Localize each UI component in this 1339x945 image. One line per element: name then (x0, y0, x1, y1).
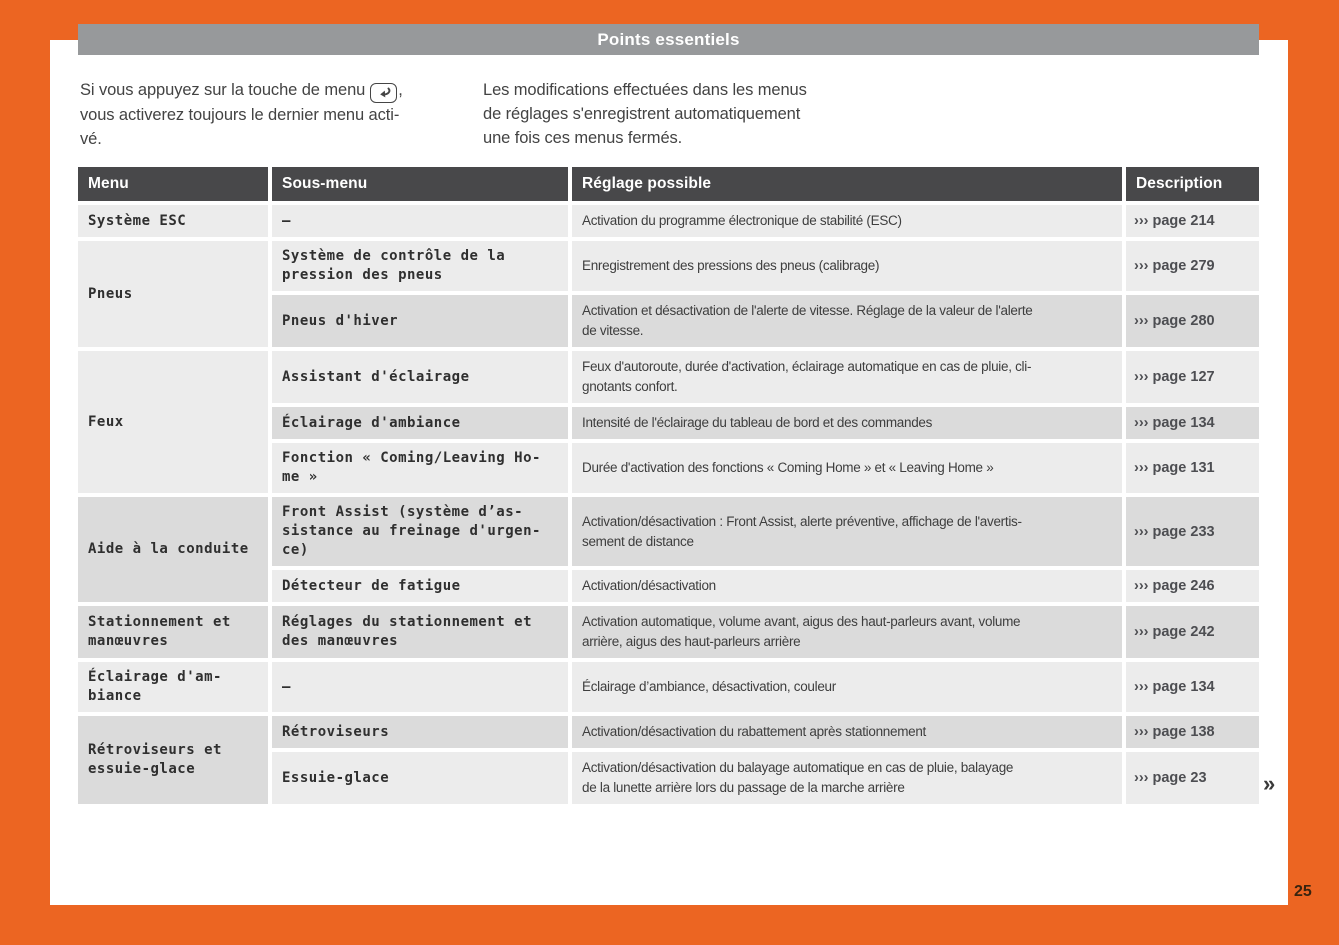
submenu-cell: – (272, 205, 568, 237)
setting-cell: Activation/désactivation : Front Assist,… (572, 497, 1122, 566)
submenu-cell: – (272, 662, 568, 712)
intro-line: vé. (80, 129, 102, 148)
setting-cell: Activation/désactivation (572, 570, 1122, 602)
page-ref-cell: ››› page 134 (1126, 407, 1259, 439)
page-ref-cell: ››› page 23 (1126, 752, 1259, 804)
settings-table: Menu Sous-menu Réglage possible Description… (78, 167, 1259, 804)
page-ref-cell: ››› page 280 (1126, 295, 1259, 347)
menu-cell: Éclairage d'am-biance (78, 662, 268, 712)
submenu-cell: Détecteur de fatigue (272, 570, 568, 602)
submenu-cell: Front Assist (système d’as-sistance au f… (272, 497, 568, 566)
submenu-cell: Rétroviseurs (272, 716, 568, 748)
section-header-bar: Points essentiels (78, 24, 1259, 55)
setting-cell: Activation/désactivation du rabattement … (572, 716, 1122, 748)
setting-cell: Feux d'autoroute, durée d'activation, éc… (572, 351, 1122, 403)
page-ref-cell: ››› page 138 (1126, 716, 1259, 748)
continuation-marker-icon: » (1263, 771, 1276, 796)
menu-cell: Rétroviseurs et essuie-glace (78, 716, 268, 804)
menu-cell: Feux (78, 351, 268, 493)
submenu-cell: Pneus d'hiver (272, 295, 568, 347)
menu-return-button-icon (370, 82, 398, 103)
page-ref-cell: ››› page 246 (1126, 570, 1259, 602)
intro-line: vous activerez toujours le dernier menu … (80, 105, 400, 124)
intro-paragraph-right: Les modifications effectuées dans les me… (483, 78, 893, 150)
setting-cell: Activation et désactivation de l'alerte … (572, 295, 1122, 347)
page-ref-cell: ››› page 233 (1126, 497, 1259, 566)
menu-cell: Système ESC (78, 205, 268, 237)
intro-line: Si vous appuyez sur la touche de menu, (80, 78, 475, 103)
setting-cell: Intensité de l'éclairage du tableau de b… (572, 407, 1122, 439)
column-header: Sous-menu (272, 167, 568, 201)
column-header: Description (1126, 167, 1259, 201)
page-ref-cell: ››› page 134 (1126, 662, 1259, 712)
setting-cell: Enregistrement des pressions des pneus (… (572, 241, 1122, 291)
page-ref-cell: ››› page 127 (1126, 351, 1259, 403)
column-header: Réglage possible (572, 167, 1122, 201)
intro-paragraph-left: Si vous appuyez sur la touche de menu, v… (80, 78, 475, 151)
intro-line: Les modifications effectuées dans les me… (483, 81, 807, 99)
column-header: Menu (78, 167, 268, 201)
menu-cell: Stationnement et manœuvres (78, 606, 268, 658)
submenu-cell: Fonction « Coming/Leaving Ho-me » (272, 443, 568, 493)
submenu-cell: Réglages du stationnement et des manœuvre… (272, 606, 568, 658)
intro-line: de réglages s'enregistrent automatiqueme… (483, 105, 801, 123)
submenu-cell: Essuie-glace (272, 752, 568, 804)
page-ref-cell: ››› page 131 (1126, 443, 1259, 493)
submenu-cell: Système de contrôle de la pression des pn… (272, 241, 568, 291)
page-ref-cell: ››› page 279 (1126, 241, 1259, 291)
setting-cell: Activation/désactivation du balayage aut… (572, 752, 1122, 804)
setting-cell: Activation du programme électronique de … (572, 205, 1122, 237)
page-ref-cell: ››› page 242 (1126, 606, 1259, 658)
menu-cell: Pneus (78, 241, 268, 347)
submenu-cell: Éclairage d'ambiance (272, 407, 568, 439)
intro-line: une fois ces menus fermés. (483, 129, 683, 147)
page-ref-cell: ››› page 214 (1126, 205, 1259, 237)
submenu-cell: Assistant d'éclairage (272, 351, 568, 403)
section-title: Points essentiels (597, 29, 740, 49)
setting-cell: Éclairage d’ambiance, désactivation, cou… (572, 662, 1122, 712)
setting-cell: Activation automatique, volume avant, ai… (572, 606, 1122, 658)
setting-cell: Durée d'activation des fonctions « Comin… (572, 443, 1122, 493)
page-number: 25 (1294, 883, 1312, 900)
menu-cell: Aide à la conduite (78, 497, 268, 602)
